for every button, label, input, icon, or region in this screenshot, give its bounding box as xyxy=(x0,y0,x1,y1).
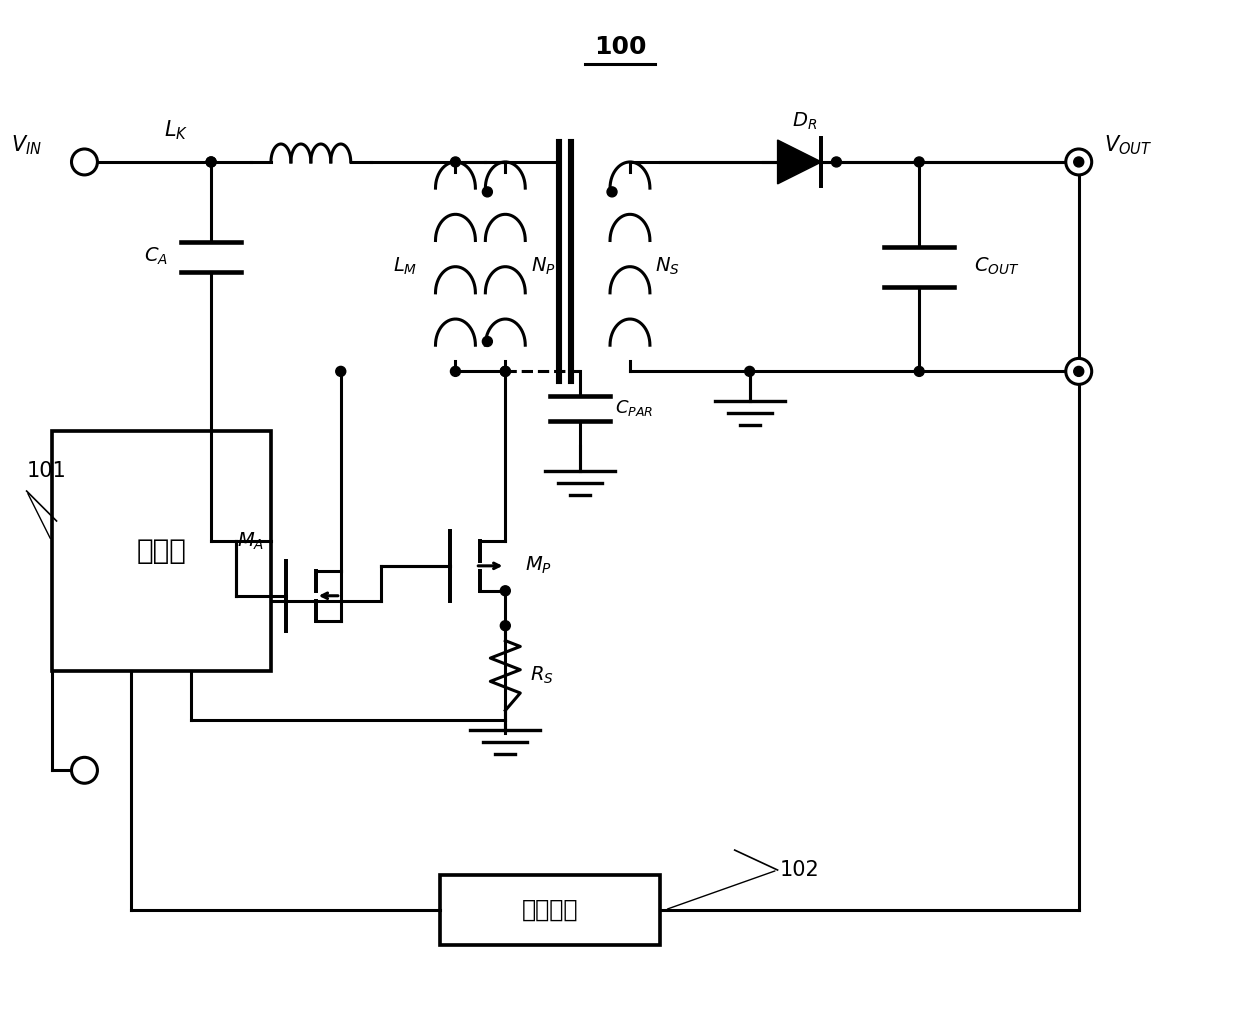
Text: $N_{P}$: $N_{P}$ xyxy=(531,256,556,278)
Text: $N_{S}$: $N_{S}$ xyxy=(656,256,681,278)
Circle shape xyxy=(1074,367,1084,377)
Circle shape xyxy=(206,157,216,167)
Circle shape xyxy=(914,157,924,167)
Circle shape xyxy=(500,586,511,596)
FancyBboxPatch shape xyxy=(52,431,272,671)
Circle shape xyxy=(1066,149,1091,175)
Circle shape xyxy=(500,367,511,377)
Text: $V_{OUT}$: $V_{OUT}$ xyxy=(1104,134,1152,157)
Circle shape xyxy=(450,367,460,377)
Text: $R_{S}$: $R_{S}$ xyxy=(531,665,554,686)
Text: 控制器: 控制器 xyxy=(136,537,186,565)
Text: $L_{M}$: $L_{M}$ xyxy=(393,256,418,278)
Circle shape xyxy=(832,157,842,167)
Text: $C_{A}$: $C_{A}$ xyxy=(144,246,169,268)
Circle shape xyxy=(608,187,618,197)
Circle shape xyxy=(336,367,346,377)
Circle shape xyxy=(500,621,511,631)
Circle shape xyxy=(500,367,511,377)
Circle shape xyxy=(72,149,98,175)
Text: $C_{OUT}$: $C_{OUT}$ xyxy=(975,256,1019,278)
Text: 100: 100 xyxy=(594,36,646,59)
Polygon shape xyxy=(777,140,821,184)
Text: $V_{IN}$: $V_{IN}$ xyxy=(11,134,42,157)
Circle shape xyxy=(1066,358,1091,384)
Text: $M_{A}$: $M_{A}$ xyxy=(237,530,264,551)
Text: 隔离反馈: 隔离反馈 xyxy=(522,897,578,922)
Text: 102: 102 xyxy=(780,860,820,880)
Circle shape xyxy=(206,157,216,167)
Circle shape xyxy=(1074,157,1084,167)
Circle shape xyxy=(745,367,755,377)
FancyBboxPatch shape xyxy=(440,875,660,944)
Circle shape xyxy=(914,367,924,377)
Circle shape xyxy=(482,337,492,346)
Text: $L_{K}$: $L_{K}$ xyxy=(164,118,188,142)
Text: $D_{R}$: $D_{R}$ xyxy=(792,110,817,132)
Circle shape xyxy=(482,187,492,197)
Circle shape xyxy=(72,758,98,783)
Text: $C_{PAR}$: $C_{PAR}$ xyxy=(615,398,653,419)
Circle shape xyxy=(450,157,460,167)
Text: $M_{P}$: $M_{P}$ xyxy=(526,555,552,577)
Text: 101: 101 xyxy=(26,461,67,481)
